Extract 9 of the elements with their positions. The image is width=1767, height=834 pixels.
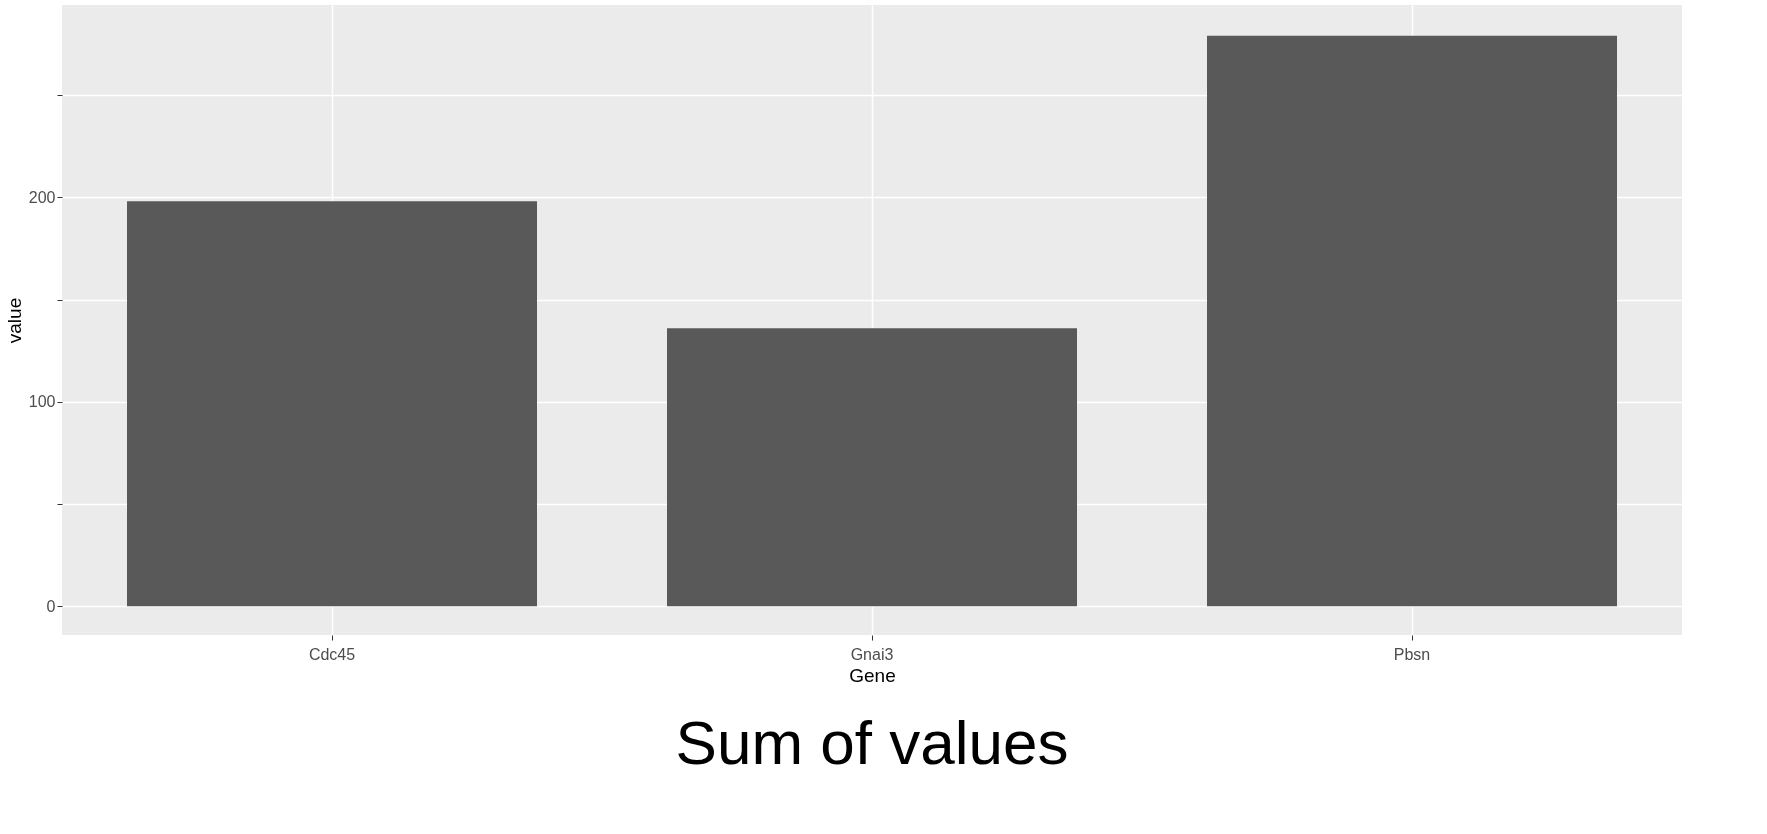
y-tick-label: 100 <box>28 393 56 411</box>
text: Sum of values <box>675 708 1069 777</box>
x-tick-label: Pbsn <box>1393 645 1431 663</box>
y-axis-title: value <box>3 297 25 344</box>
x-axis-title: Gene <box>849 664 896 686</box>
x-tick-label: Gnai3 <box>850 645 894 663</box>
x-tick-label: Cdc45 <box>308 645 356 663</box>
y-tick-label: 200 <box>28 188 56 206</box>
y-tick-label: 0 <box>46 597 56 615</box>
